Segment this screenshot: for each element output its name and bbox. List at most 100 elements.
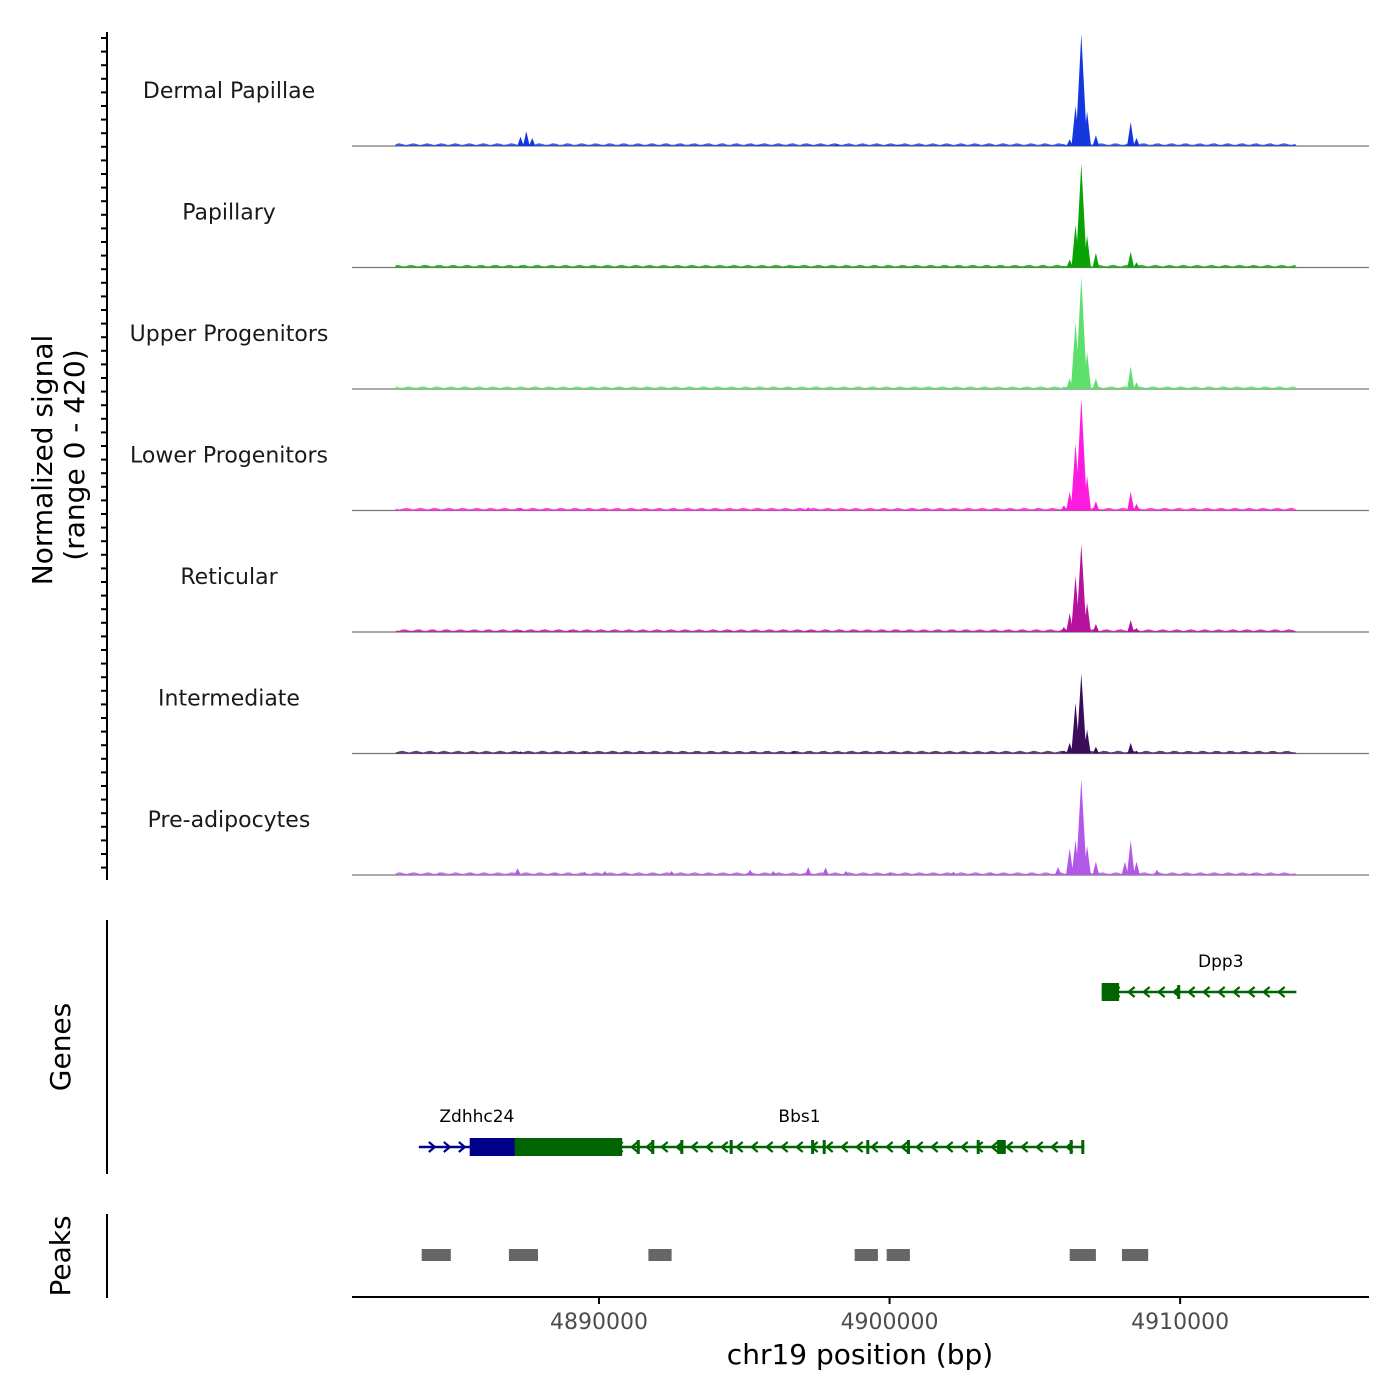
strand-arrow — [870, 1141, 879, 1153]
strand-arrow — [630, 1141, 639, 1153]
gene-exon — [866, 1140, 870, 1154]
signal-peak — [1092, 501, 1100, 511]
strand-arrow — [1020, 1141, 1029, 1153]
gene-exon — [469, 1138, 527, 1156]
strand-arrow — [1246, 986, 1256, 998]
signal-peak — [1133, 382, 1140, 389]
gene-model: Bbs1 — [514, 1107, 1085, 1156]
strand-arrow — [705, 1141, 714, 1153]
peaks-track — [421, 1249, 1149, 1261]
strand-arrow — [660, 1141, 669, 1153]
signal-peak — [1066, 742, 1073, 754]
signal-peak — [895, 144, 902, 146]
strand-arrow — [1261, 986, 1271, 998]
strand-arrow — [1201, 986, 1211, 998]
strand-arrow — [720, 1141, 729, 1153]
strand-arrow — [458, 1141, 467, 1153]
peak-region — [648, 1249, 672, 1261]
signal-peak — [1083, 845, 1091, 875]
x-tick-label: 4890000 — [550, 1310, 648, 1335]
peak-region — [421, 1249, 451, 1261]
gene-name-label: Bbs1 — [778, 1107, 820, 1127]
strand-arrow — [885, 1141, 894, 1153]
signal-peak — [1177, 386, 1184, 389]
strand-arrow — [900, 1141, 909, 1153]
gene-name-label: Zdhhc24 — [439, 1107, 514, 1127]
x-tick-label: 4910000 — [1131, 1310, 1229, 1335]
signal-peak — [1083, 235, 1091, 268]
signal-peak — [805, 507, 812, 511]
signal-peak — [1075, 277, 1088, 389]
track-noise — [395, 386, 1297, 389]
signal-peak — [1066, 848, 1074, 875]
signal-peak — [1076, 544, 1087, 632]
strand-arrow — [1186, 986, 1196, 998]
x-axis-ticks: 4890000 4900000 4910000 — [550, 1297, 1229, 1335]
signal-peak — [1060, 386, 1067, 389]
signal-peak — [529, 138, 536, 146]
signal-peak — [1133, 861, 1140, 875]
signal-peak — [1127, 251, 1135, 268]
signal-peak — [805, 867, 812, 875]
signal-peak — [421, 266, 428, 268]
strand-arrow — [1216, 986, 1226, 998]
signal-peak — [1133, 138, 1140, 146]
signal-peak — [1126, 840, 1135, 875]
signal-peak — [1121, 861, 1129, 875]
signal-peak — [552, 872, 559, 875]
peaks-track-label: Peaks — [44, 1215, 77, 1296]
track-label: Reticular — [180, 565, 278, 590]
signal-peak — [1083, 475, 1091, 511]
y-axis-title-line1: Normalized signal — [26, 335, 59, 586]
track-noise — [395, 264, 1297, 268]
strand-arrow — [990, 1141, 999, 1153]
signal-peak — [581, 752, 588, 754]
signal-peak — [1133, 503, 1140, 511]
signal-peak — [517, 387, 524, 389]
x-tick-label: 4900000 — [841, 1310, 939, 1335]
peak-region — [854, 1249, 878, 1261]
signal-peak — [726, 630, 733, 632]
signal-peak — [1060, 144, 1067, 146]
strand-arrow — [428, 1141, 437, 1153]
signal-peak — [468, 872, 475, 875]
signal-peak — [566, 630, 573, 632]
strand-arrow — [1276, 986, 1286, 998]
x-axis-title: chr19 position (bp) — [727, 1338, 993, 1371]
signal-peak — [1054, 867, 1062, 875]
track-label: Upper Progenitors — [130, 322, 329, 347]
signal-peak — [1066, 139, 1073, 146]
coverage-track: Dermal Papillae — [143, 34, 1369, 147]
signal-peak — [517, 629, 524, 632]
gene-exon — [811, 1140, 815, 1154]
signal-peak — [1075, 779, 1087, 875]
signal-peak — [1076, 673, 1087, 754]
coverage-track: Intermediate — [158, 673, 1369, 755]
gene-exon — [514, 1138, 623, 1156]
signal-peak — [1060, 265, 1067, 268]
track-noise — [395, 507, 1297, 511]
peak-region — [886, 1249, 910, 1261]
signal-peak — [1092, 861, 1100, 875]
signal-peak — [436, 872, 443, 875]
signal-peak — [1083, 729, 1091, 754]
strand-arrow — [1035, 1141, 1044, 1153]
gene-exon — [997, 1140, 1006, 1154]
signal-peak — [1127, 122, 1135, 146]
signal-peak — [857, 752, 864, 754]
signal-peak — [1092, 746, 1099, 754]
signal-peak — [1066, 259, 1073, 268]
signal-peak — [1083, 111, 1091, 146]
strand-arrow — [780, 1141, 789, 1153]
strand-arrow — [1156, 986, 1166, 998]
strand-arrow — [960, 1141, 969, 1153]
signal-peak — [950, 871, 957, 875]
gene-exon — [651, 1140, 655, 1154]
gene-exon — [636, 1140, 640, 1154]
gene-exon — [1177, 985, 1181, 999]
signal-peak — [805, 630, 812, 632]
signal-peak — [770, 871, 777, 875]
signal-peak — [1083, 351, 1092, 389]
signal-peak — [1075, 34, 1088, 146]
signal-peak — [1133, 262, 1140, 268]
